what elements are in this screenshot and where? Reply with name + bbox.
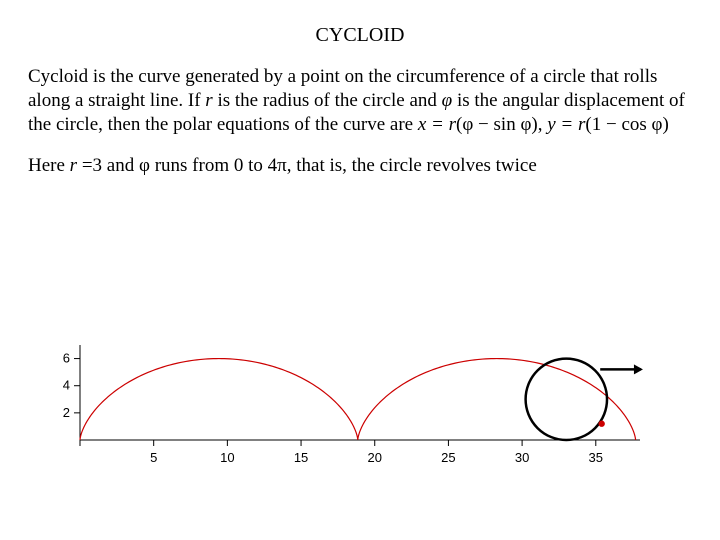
- eq-x-lhs: x = r: [418, 114, 456, 135]
- para2-text-3: runs from 0 to 4π, that is, the circle r…: [150, 155, 537, 176]
- eq-comma: ,: [538, 114, 548, 135]
- eq-y-rhs: (1 − cos φ): [585, 114, 668, 135]
- svg-text:20: 20: [368, 450, 382, 465]
- var-phi-1: φ: [442, 90, 453, 111]
- svg-text:6: 6: [63, 351, 70, 366]
- svg-text:5: 5: [150, 450, 157, 465]
- slide: CYCLOID Cycloid is the curve generated b…: [0, 0, 720, 540]
- para2-text-2: =3 and: [82, 155, 139, 176]
- def-text-2: is the radius of the circle and: [213, 90, 442, 111]
- page-title: CYCLOID: [28, 24, 692, 47]
- cycloid-chart: 5 10 15 20 25 30 35 2 4 6: [40, 340, 680, 500]
- svg-text:10: 10: [220, 450, 234, 465]
- svg-text:35: 35: [589, 450, 603, 465]
- parameters-paragraph: Here r =3 and φ runs from 0 to 4π, that …: [28, 154, 692, 178]
- var-r-2: r: [70, 155, 82, 176]
- var-phi-2: φ: [139, 155, 150, 176]
- svg-text:25: 25: [441, 450, 455, 465]
- svg-text:15: 15: [294, 450, 308, 465]
- cycloid-svg: 5 10 15 20 25 30 35 2 4 6: [40, 340, 680, 500]
- para2-text-1: Here: [28, 155, 70, 176]
- eq-y-lhs: y = r: [547, 114, 585, 135]
- var-r-1: r: [205, 90, 212, 111]
- eq-x-rhs: (φ − sin φ): [456, 114, 538, 135]
- svg-text:4: 4: [63, 378, 70, 393]
- definition-paragraph: Cycloid is the curve generated by a poin…: [28, 65, 692, 136]
- svg-text:2: 2: [63, 405, 70, 420]
- svg-text:30: 30: [515, 450, 529, 465]
